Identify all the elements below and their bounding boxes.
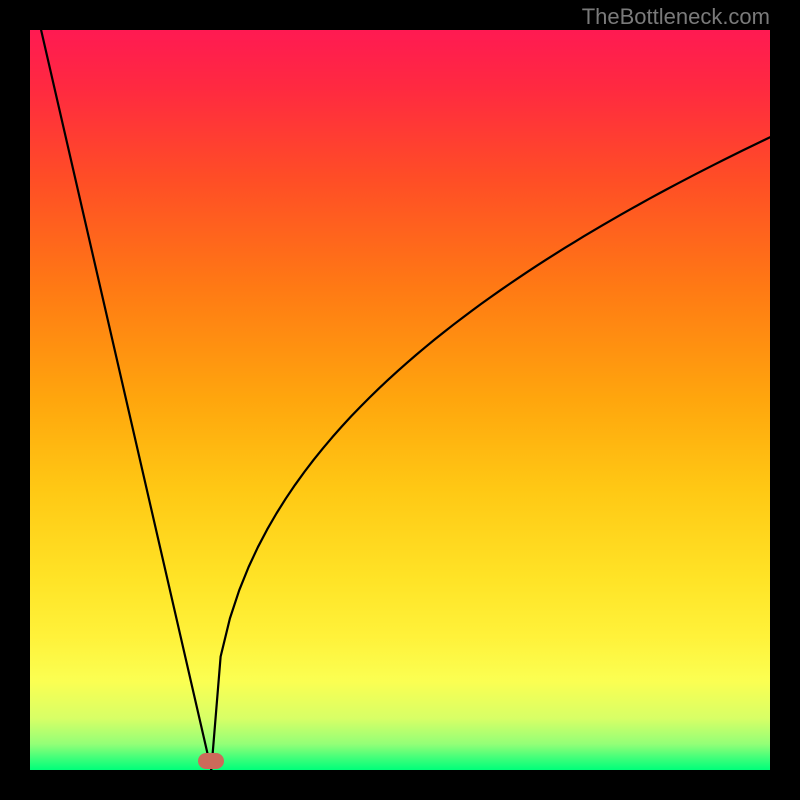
chart-container: TheBottleneck.com [0,0,800,800]
watermark-text: TheBottleneck.com [582,4,770,30]
plot-area [30,30,770,770]
curve-path [41,30,770,770]
minimum-marker [198,753,224,769]
bottleneck-curve [30,30,770,770]
